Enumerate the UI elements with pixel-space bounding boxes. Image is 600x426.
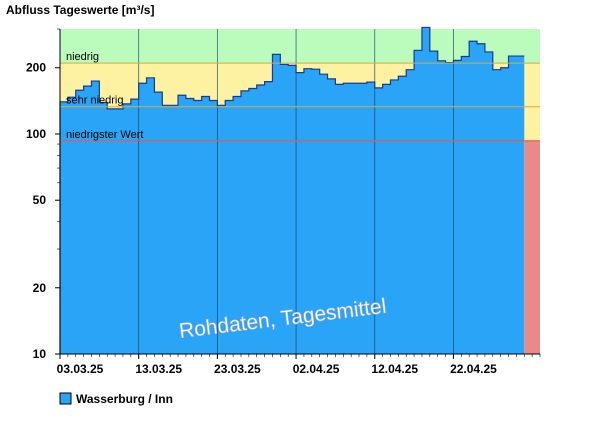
x-axis-ticks: 03.03.25 13.03.25 23.03.25 02.04.25 12.04.25… [57,354,541,376]
band-labels: niedrig sehr niedrig niedrigster Wert [66,51,143,141]
legend-swatch [59,392,72,405]
x-tick-label-4: 12.04.25 [371,362,418,376]
series-area [59,26,540,354]
band-label-1: sehr niedrig [66,95,123,107]
series-fill [60,27,525,354]
y-tick-label-2: 50 [33,193,47,207]
legend: Wasserburg / Inn [59,392,173,406]
x-tick-label-2: 23.03.25 [214,362,261,376]
x-tick-label-0: 03.03.25 [57,362,104,376]
x-tick-label-1: 13.03.25 [135,362,182,376]
y-axis-ticks: 10 20 50 100 200 [26,28,60,361]
band-label-0: niedrig [66,51,99,63]
legend-label: Wasserburg / Inn [76,392,173,406]
x-tick-label-3: 02.04.25 [293,362,340,376]
vertical-grid [138,29,454,354]
band-0 [60,29,540,64]
y-tick-label-1: 20 [33,281,47,295]
band-label-2: niedrigster Wert [66,129,143,141]
axes [59,29,540,355]
y-tick-label-4: 200 [26,61,46,75]
y-tick-label-0: 10 [33,347,47,361]
series-line [59,26,525,354]
forecast-region [524,140,540,354]
threshold-lines [60,62,540,142]
x-tick-label-5: 22.04.25 [450,362,497,376]
y-tick-label-3: 100 [26,127,46,141]
chart-title: Abfluss Tageswerte [m³/s] [6,3,154,17]
